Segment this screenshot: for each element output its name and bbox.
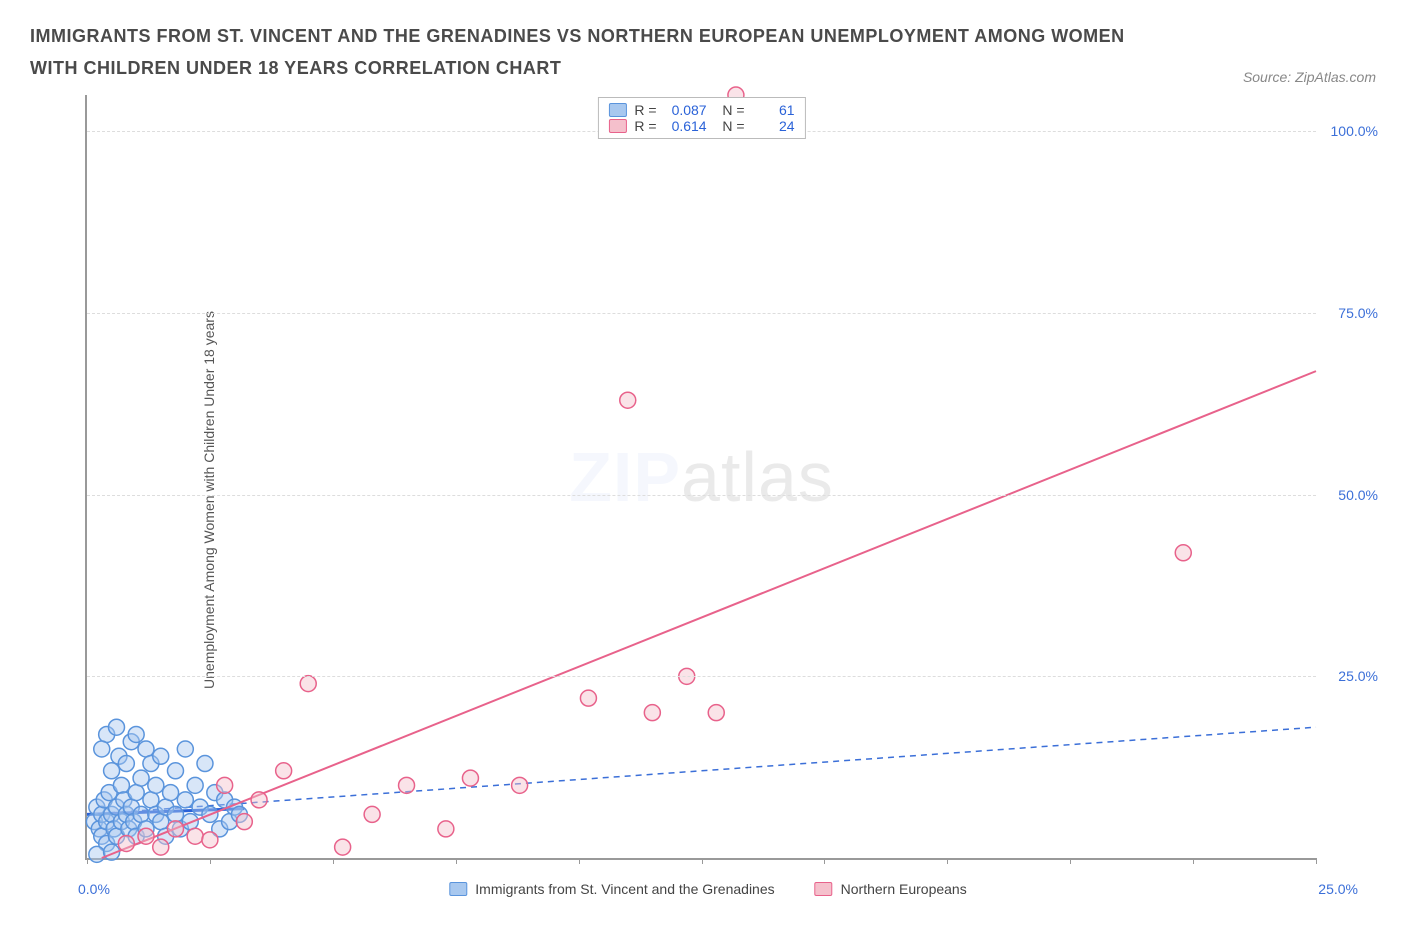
legend-swatch-icon bbox=[608, 103, 626, 117]
legend-item: Northern Europeans bbox=[815, 881, 967, 897]
n-value: 24 bbox=[753, 118, 795, 134]
chart-svg bbox=[87, 95, 1316, 858]
legend-stats-row: R = 0.087 N = 61 bbox=[608, 102, 794, 118]
legend-swatch-icon bbox=[815, 882, 833, 896]
x-tick bbox=[456, 858, 457, 864]
grid-line bbox=[87, 313, 1316, 314]
r-value: 0.087 bbox=[665, 102, 707, 118]
x-tick bbox=[333, 858, 334, 864]
x-tick bbox=[579, 858, 580, 864]
x-tick bbox=[1193, 858, 1194, 864]
y-tick-label: 100.0% bbox=[1331, 123, 1378, 139]
legend-swatch-icon bbox=[449, 882, 467, 896]
x-tick bbox=[87, 858, 88, 864]
x-tick bbox=[1070, 858, 1071, 864]
grid-line bbox=[87, 495, 1316, 496]
y-tick-label: 25.0% bbox=[1338, 668, 1378, 684]
legend-series: Immigrants from St. Vincent and the Gren… bbox=[449, 881, 966, 897]
grid-line bbox=[87, 676, 1316, 677]
n-label: N = bbox=[715, 102, 745, 118]
legend-swatch-icon bbox=[608, 119, 626, 133]
chart-title: IMMIGRANTS FROM ST. VINCENT AND THE GREN… bbox=[30, 20, 1130, 85]
legend-stats-row: R = 0.614 N = 24 bbox=[608, 118, 794, 134]
x-max-label: 25.0% bbox=[1318, 881, 1358, 897]
legend-item: Immigrants from St. Vincent and the Gren… bbox=[449, 881, 774, 897]
chart-container: Unemployment Among Women with Children U… bbox=[30, 95, 1386, 905]
x-tick bbox=[824, 858, 825, 864]
r-label: R = bbox=[634, 102, 656, 118]
r-value: 0.614 bbox=[665, 118, 707, 134]
y-tick-label: 75.0% bbox=[1338, 305, 1378, 321]
y-tick-label: 50.0% bbox=[1338, 487, 1378, 503]
x-tick bbox=[210, 858, 211, 864]
r-label: R = bbox=[634, 118, 656, 134]
legend-stats: R = 0.087 N = 61 R = 0.614 N = 24 bbox=[597, 97, 805, 139]
x-tick bbox=[702, 858, 703, 864]
n-label: N = bbox=[715, 118, 745, 134]
n-value: 61 bbox=[753, 102, 795, 118]
plot-area: ZIPatlas R = 0.087 N = 61 R = 0.614 N = … bbox=[85, 95, 1316, 860]
x-min-label: 0.0% bbox=[78, 881, 110, 897]
legend-label: Northern Europeans bbox=[841, 881, 967, 897]
legend-label: Immigrants from St. Vincent and the Gren… bbox=[475, 881, 774, 897]
x-tick bbox=[1316, 858, 1317, 864]
source-label: Source: ZipAtlas.com bbox=[1243, 69, 1376, 85]
x-tick bbox=[947, 858, 948, 864]
